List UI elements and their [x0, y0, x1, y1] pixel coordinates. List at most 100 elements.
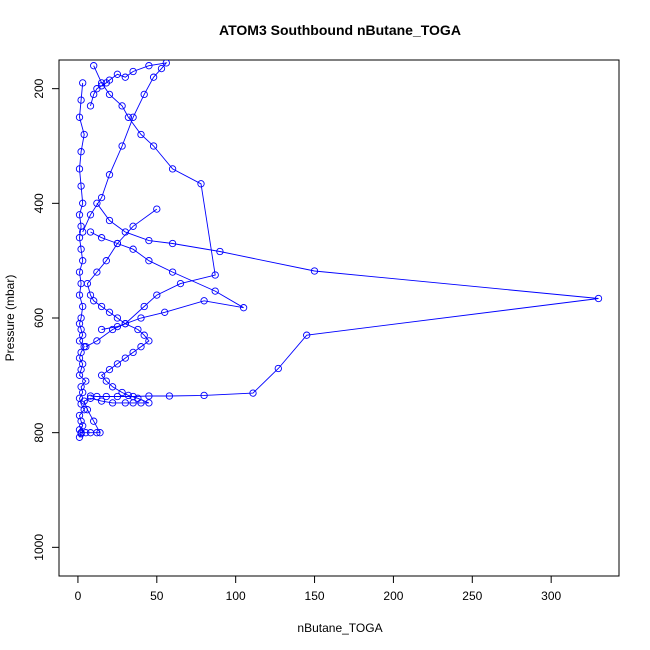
data-point: [90, 90, 98, 99]
data-point: [105, 308, 114, 316]
data-point: [86, 228, 95, 236]
y-tick-label: 1000: [32, 534, 46, 561]
data-point: [86, 291, 95, 299]
y-tick-label: 800: [32, 422, 46, 442]
y-axis-label: Pressure (mbar): [3, 275, 17, 362]
data-point: [93, 392, 101, 401]
data-point: [162, 60, 170, 67]
data-point: [80, 130, 88, 139]
data-point: [137, 130, 145, 139]
data-point: [197, 180, 205, 188]
data-point: [86, 102, 95, 110]
data-point: [86, 211, 95, 219]
data-point: [77, 383, 85, 391]
data-point: [161, 308, 169, 316]
y-tick-label: 400: [32, 193, 46, 213]
data-point: [118, 142, 126, 150]
data-point: [200, 297, 208, 305]
series-line: [90, 203, 599, 397]
data-point: [124, 113, 133, 121]
data-point: [168, 268, 177, 276]
data-point: [79, 302, 87, 311]
y-tick-label: 600: [32, 308, 46, 328]
data-point: [149, 142, 158, 150]
data-point: [83, 279, 92, 288]
data-point: [118, 388, 126, 397]
data-point: [79, 199, 87, 207]
data-point: [113, 70, 122, 78]
data-point: [75, 234, 84, 242]
series-line: [85, 65, 216, 348]
data-point: [149, 73, 158, 81]
data-point: [77, 245, 85, 253]
data-point: [108, 383, 117, 391]
data-point: [145, 257, 153, 265]
data-point: [153, 205, 161, 213]
data-point: [310, 267, 319, 275]
data-point: [108, 325, 117, 334]
x-tick-label: 200: [383, 589, 403, 603]
data-point: [77, 182, 85, 190]
data-point: [168, 239, 177, 248]
data-point: [75, 433, 84, 441]
data-point: [97, 234, 106, 242]
data-point: [145, 62, 153, 70]
data-point: [97, 193, 106, 202]
x-tick-label: 300: [541, 589, 561, 603]
data-point: [594, 294, 603, 303]
data-point: [79, 79, 87, 87]
data-point: [93, 85, 101, 93]
data-point: [75, 113, 84, 121]
data-point: [153, 291, 161, 299]
data-point: [140, 90, 148, 99]
data-point: [79, 257, 87, 265]
data-point: [97, 302, 106, 311]
x-tick-label: 0: [75, 589, 82, 603]
data-point: [113, 239, 122, 248]
data-point: [129, 113, 137, 121]
series-line: [90, 231, 244, 330]
data-point: [118, 102, 126, 110]
data-point: [121, 399, 129, 407]
data-point: [83, 406, 92, 414]
data-point: [129, 348, 137, 357]
data-point: [249, 389, 257, 397]
data-point: [105, 365, 114, 374]
data-point: [86, 394, 95, 402]
data-point: [75, 268, 84, 276]
data-point: [176, 279, 185, 288]
data-point: [200, 391, 208, 400]
data-point: [90, 417, 98, 425]
data-point: [90, 62, 98, 70]
data-point: [140, 302, 148, 311]
data-point: [75, 165, 84, 173]
data-point: [75, 291, 84, 299]
x-axis-label: nButane_TOGA: [297, 621, 382, 635]
x-tick-label: 50: [150, 589, 164, 603]
data-point: [211, 287, 219, 295]
data-point: [105, 90, 114, 99]
data-point: [121, 320, 129, 328]
data-point: [93, 268, 101, 276]
data-point: [75, 411, 84, 420]
data-point: [82, 377, 90, 385]
data-point: [145, 337, 153, 345]
data-point: [121, 228, 129, 236]
data-point: [145, 236, 153, 245]
data-point: [129, 222, 137, 230]
data-point: [77, 429, 85, 437]
data-point: [129, 245, 137, 253]
data-point: [137, 343, 145, 351]
data-point: [168, 165, 177, 173]
data-point: [75, 337, 84, 345]
data-point: [79, 228, 87, 236]
data-point: [82, 429, 90, 437]
data-point: [137, 314, 145, 322]
data-point: [129, 392, 137, 401]
data-point: [79, 360, 87, 368]
data-point: [216, 247, 224, 256]
y-axis: 200 400 600 800 1000: [32, 78, 60, 561]
data-point: [113, 360, 122, 368]
series-line: [82, 62, 168, 233]
